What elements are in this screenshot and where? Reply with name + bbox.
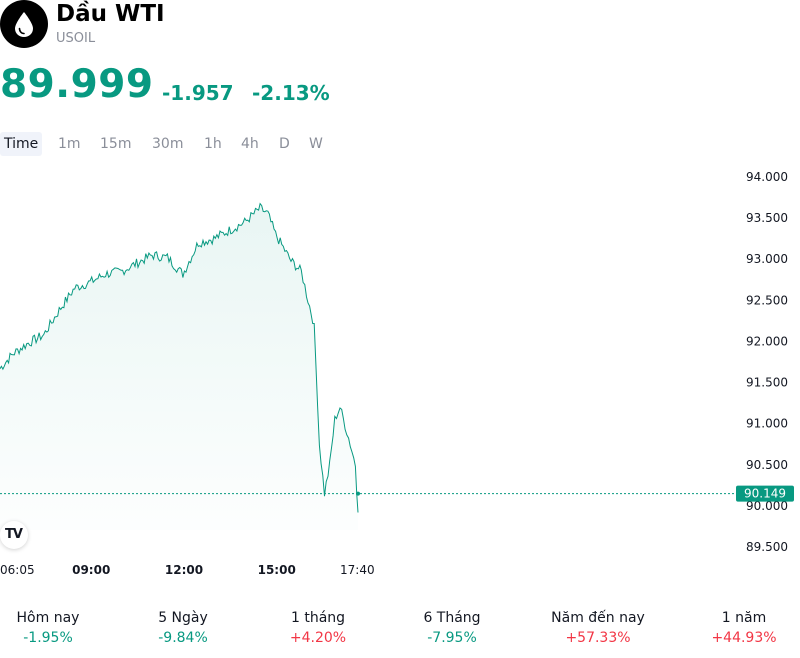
y-axis-tick-label: 94.000 (746, 170, 788, 184)
performance-label: Năm đến nay (551, 610, 645, 626)
y-axis-tick-label: 89.500 (746, 540, 788, 554)
performance-item-1y[interactable]: 1 năm +44.93% (674, 608, 800, 648)
tab-1m[interactable]: 1m (58, 136, 81, 152)
performance-item-ytd[interactable]: Năm đến nay +57.33% (528, 608, 668, 648)
performance-label: 6 Tháng (423, 610, 481, 626)
performance-label: 1 tháng (290, 610, 346, 626)
tab-time[interactable]: Time (0, 132, 43, 156)
price-change: -1.957 (162, 81, 234, 105)
tab-d[interactable]: D (279, 136, 290, 152)
performance-item-5d[interactable]: 5 Ngày -9.84% (113, 608, 253, 648)
performance-label: 1 năm (721, 610, 767, 626)
instrument-name: Dầu WTI (56, 1, 165, 27)
tab-30m[interactable]: 30m (152, 136, 184, 152)
y-axis-tick-label: 92.500 (746, 293, 788, 307)
last-price-marker (356, 491, 360, 496)
y-axis-tick-label: 93.500 (746, 211, 788, 225)
y-axis-tick-label: 91.500 (746, 376, 788, 390)
current-price-tag-label: 90.149 (744, 487, 786, 501)
performance-value: -9.84% (158, 630, 208, 646)
x-axis-tick-label: 15:00 (258, 563, 296, 577)
performance-value: +44.93% (711, 630, 777, 646)
performance-value: -7.95% (427, 630, 477, 646)
performance-value: -1.95% (23, 630, 73, 646)
quote-panel: 89.999 -1.957 -2.13% (0, 62, 800, 112)
x-axis-tick-label: 17:40 (340, 563, 375, 577)
y-axis-tick-label: 91.000 (746, 417, 788, 431)
price-chart[interactable]: 94.000 93.500 93.000 92.500 92.000 91.500 91.0… (0, 160, 800, 580)
price-series-line (0, 202, 359, 513)
y-axis-tick-label: 92.000 (746, 334, 788, 348)
x-axis-tick-label: 12:00 (165, 563, 203, 577)
y-axis-tick-label: 90.500 (746, 458, 788, 472)
instrument-symbol: USOIL (56, 31, 96, 46)
instrument-header: Dầu WTI USOIL (0, 0, 800, 50)
current-price-tag (736, 485, 794, 502)
oil-drop-icon (0, 0, 48, 48)
performance-value: +57.33% (565, 630, 631, 646)
tab-w[interactable]: W (309, 136, 323, 152)
tab-1h[interactable]: 1h (204, 136, 222, 152)
performance-item-today[interactable]: Hôm nay -1.95% (0, 608, 118, 648)
tradingview-logo[interactable]: TV (0, 521, 28, 549)
performance-item-1m[interactable]: 1 tháng +4.20% (248, 608, 388, 648)
performance-bar: Hôm nay -1.95% 5 Ngày -9.84% 1 tháng +4.… (0, 608, 800, 648)
x-axis-tick-label: 06:05 (0, 563, 35, 577)
price-area-fill (0, 203, 358, 530)
price-change-percent: -2.13% (252, 81, 330, 105)
y-axis-tick-label: 90.000 (746, 499, 788, 513)
performance-value: +4.20% (289, 630, 347, 646)
performance-item-6m[interactable]: 6 Tháng -7.95% (382, 608, 522, 648)
tab-15m[interactable]: 15m (100, 136, 132, 152)
tab-4h[interactable]: 4h (241, 136, 259, 152)
performance-label: Hôm nay (16, 610, 80, 626)
performance-label: 5 Ngày (158, 610, 208, 626)
last-price: 89.999 (0, 62, 154, 107)
x-axis-tick-label: 09:00 (72, 563, 110, 577)
price-chart-svg[interactable]: 94.000 93.500 93.000 92.500 92.000 91.500 91.0… (0, 160, 800, 580)
y-axis-tick-label: 93.000 (746, 252, 788, 266)
timeframe-tabs: Time 1m 15m 30m 1h 4h D W (0, 132, 400, 156)
